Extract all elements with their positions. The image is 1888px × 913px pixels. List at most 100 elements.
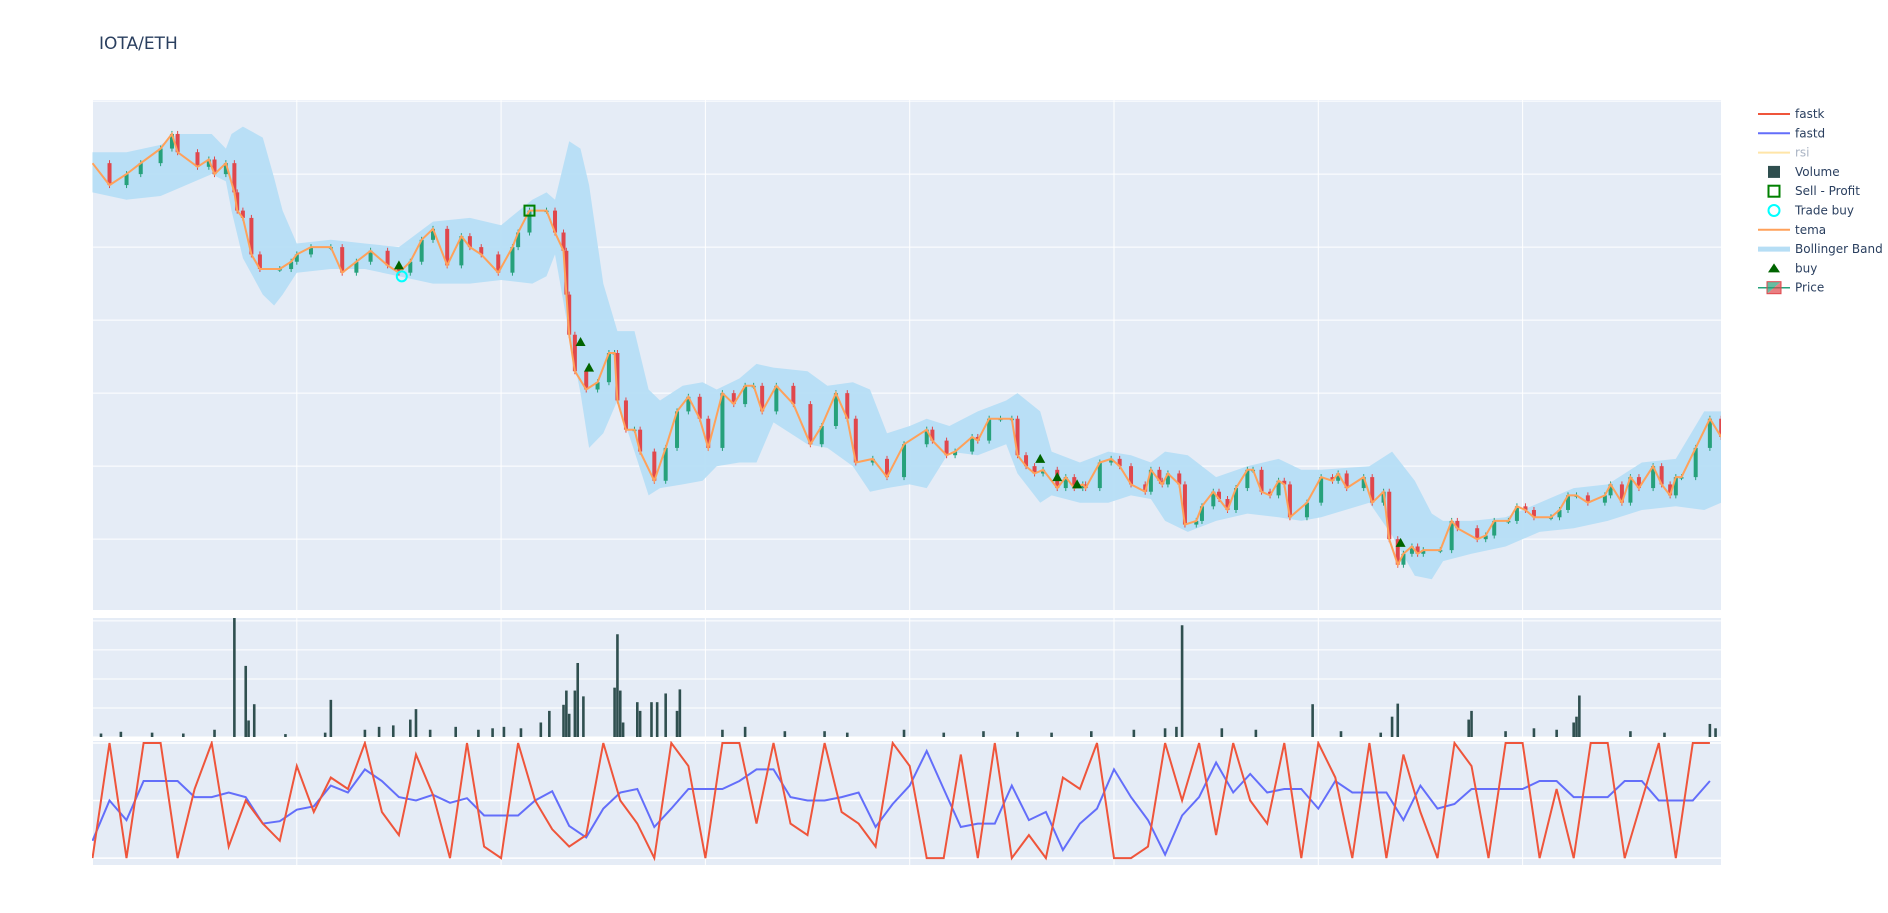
volume-bar (99, 733, 103, 737)
candle (107, 163, 112, 186)
candle (124, 174, 129, 186)
volume-bar (1555, 729, 1558, 737)
legend-item-fastd[interactable]: fastd (1758, 126, 1825, 140)
volume-bar (548, 710, 551, 737)
candlestick-box-icon (1766, 281, 1782, 295)
candle (240, 210, 245, 218)
volume-bar (1578, 695, 1581, 737)
circle-open-legend-icon (1767, 204, 1781, 217)
volume-bar (1714, 728, 1717, 737)
volume-bar (252, 704, 256, 737)
candle (340, 247, 345, 273)
candle (567, 294, 572, 335)
volume-bar (1572, 722, 1575, 737)
candle (1608, 484, 1613, 496)
legend: fastk fastd rsi Volume Sell - Profit Trade bu… (1758, 107, 1883, 295)
candle (1719, 418, 1721, 437)
candle (1024, 455, 1029, 467)
candle (223, 163, 228, 175)
legend-item-price[interactable]: Price (1758, 281, 1824, 295)
candle (1557, 509, 1562, 518)
candle (138, 163, 143, 175)
candle (1659, 466, 1664, 485)
candle (1531, 509, 1536, 518)
candle (930, 429, 935, 441)
candle (584, 371, 589, 390)
candle (510, 247, 515, 273)
candle (623, 400, 628, 430)
candle (1129, 466, 1134, 485)
candle (1483, 535, 1488, 540)
volume-bar (182, 733, 185, 737)
candle (408, 261, 413, 273)
trade-buy-marker (395, 270, 408, 283)
candle (1395, 539, 1400, 565)
volume-bar (377, 726, 381, 737)
candle (294, 254, 299, 262)
legend-item-sell-profit[interactable]: Sell - Profit (1767, 184, 1861, 198)
volume-bar (1254, 729, 1258, 737)
legend-item-buy[interactable]: buy (1768, 261, 1817, 275)
candle (1259, 469, 1264, 492)
candle (169, 133, 174, 149)
volume-bar (616, 634, 619, 737)
legend-item-bollinger-band[interactable]: Bollinger Band (1758, 242, 1883, 256)
volume-bar (1504, 731, 1507, 737)
buy-marker (1035, 453, 1046, 463)
volume-bar (638, 710, 642, 737)
candle (615, 352, 620, 401)
candle (1165, 473, 1170, 485)
buy-marker (575, 337, 586, 347)
candle (1157, 469, 1162, 481)
candle (1072, 477, 1077, 489)
other-panel-bg (92, 741, 1721, 865)
candle (1319, 477, 1324, 503)
candle (675, 411, 680, 448)
candle (808, 404, 813, 445)
candle (987, 418, 992, 441)
buy-marker (1052, 472, 1063, 482)
candle (1455, 520, 1460, 529)
candlestick-dec-icon (1767, 281, 1781, 294)
legend-label: fastk (1795, 107, 1825, 121)
candle (527, 210, 532, 233)
volume-bar (1180, 625, 1184, 737)
legend-item-rsi[interactable]: rsi (1758, 146, 1810, 160)
candle (1063, 477, 1068, 489)
candle (845, 393, 850, 419)
candle (368, 250, 373, 262)
volume-bar (636, 702, 639, 737)
candle (1387, 491, 1392, 540)
legend-item-trade-buy[interactable]: Trade buy (1767, 204, 1855, 218)
volume-bar (1663, 732, 1666, 737)
candle (1344, 473, 1349, 489)
volume-bar (323, 732, 327, 737)
volume-bar (721, 729, 724, 737)
buy-marker (1072, 479, 1083, 489)
candle (175, 133, 180, 153)
volume-bar (655, 702, 659, 737)
candle (1514, 506, 1519, 521)
volume-bar (1390, 716, 1394, 737)
candle (731, 393, 736, 405)
candle (445, 228, 450, 266)
candle (697, 396, 702, 419)
volume-bar (150, 732, 154, 737)
candle (212, 159, 217, 175)
candle (1194, 520, 1199, 525)
candle (970, 436, 975, 452)
volume-bar (1163, 728, 1167, 737)
volume-bar (942, 732, 946, 737)
legend-item-volume[interactable]: Volume (1768, 165, 1840, 179)
candle (1475, 528, 1480, 540)
candle (853, 418, 858, 463)
legend-item-fastk[interactable]: fastk (1758, 107, 1825, 121)
candle (944, 440, 949, 456)
candle (1304, 502, 1309, 518)
legend-item-tema[interactable]: tema (1758, 223, 1826, 237)
legend-label: fastd (1795, 126, 1825, 140)
candle (1276, 480, 1281, 496)
bollinger-band (92, 126, 1721, 580)
candle (663, 447, 668, 481)
candle (354, 261, 359, 273)
